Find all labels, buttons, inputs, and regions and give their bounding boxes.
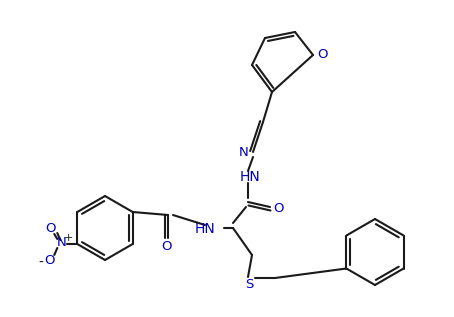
Text: O: O: [274, 202, 284, 215]
Text: HN: HN: [240, 170, 261, 184]
Text: +: +: [64, 233, 73, 243]
Text: HN: HN: [194, 222, 215, 236]
Text: -: -: [39, 256, 44, 270]
Text: O: O: [162, 240, 172, 253]
Text: N: N: [239, 146, 249, 159]
Text: O: O: [44, 255, 54, 268]
Text: O: O: [317, 48, 327, 61]
Text: O: O: [45, 222, 55, 235]
Text: N: N: [56, 236, 66, 249]
Text: S: S: [245, 279, 253, 292]
